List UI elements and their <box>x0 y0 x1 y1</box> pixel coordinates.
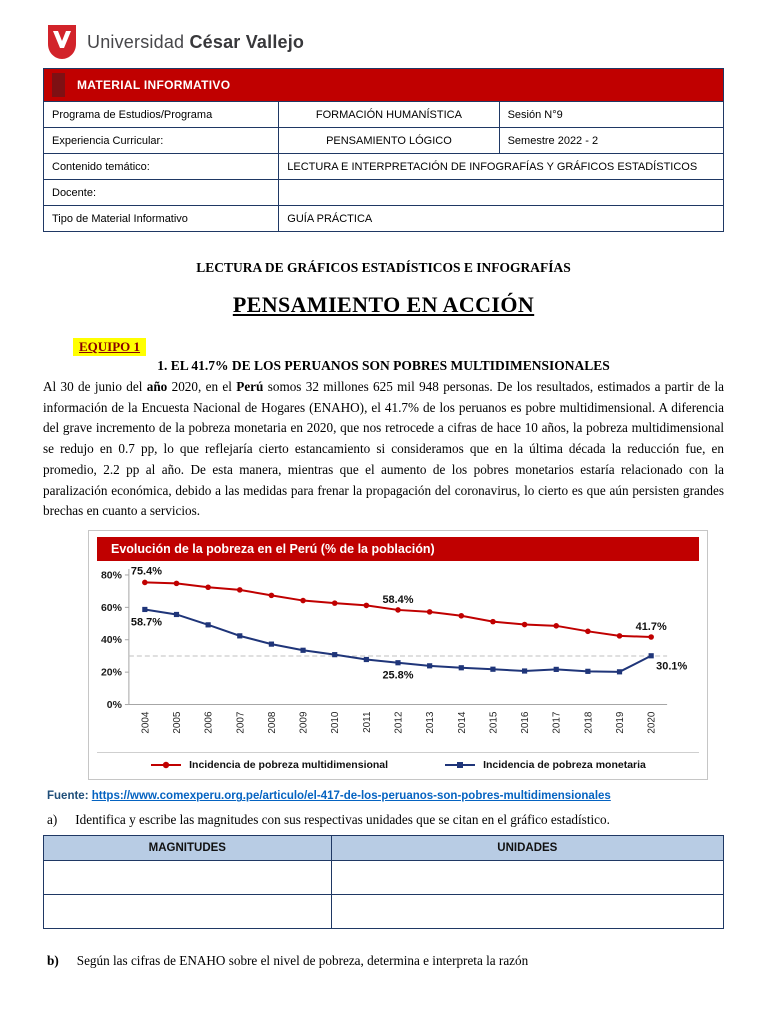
svg-text:75.4%: 75.4% <box>131 565 162 577</box>
legend-label: Incidencia de pobreza multidimensional <box>189 759 389 772</box>
intro-paragraph: Al 30 de junio del año 2020, en el Perú … <box>43 379 725 519</box>
svg-text:80%: 80% <box>101 570 123 581</box>
svg-text:2008: 2008 <box>267 711 278 734</box>
question-a-marker: a) <box>47 812 58 828</box>
svg-text:2006: 2006 <box>204 711 215 734</box>
svg-text:0%: 0% <box>107 700 123 711</box>
svg-text:41.7%: 41.7% <box>636 621 667 633</box>
chart-title: Evolución de la pobreza en el Perú (% de… <box>97 537 699 562</box>
info-table-cell: Sesión N°9 <box>498 101 725 128</box>
info-table-row: Tipo de Material Informativo GUÍA PRÁCTIC… <box>42 205 724 232</box>
svg-text:2010: 2010 <box>330 711 341 734</box>
svg-text:2012: 2012 <box>393 711 404 734</box>
svg-text:2016: 2016 <box>520 711 531 734</box>
svg-text:2004: 2004 <box>140 711 151 734</box>
answer-table-cell <box>43 894 332 930</box>
university-logo: Universidad César Vallejo <box>47 24 304 60</box>
source-label: Fuente: <box>47 790 89 803</box>
poverty-chart-plot: 0% 20% 40% 60% 80% 2004 2005 2006 2007 2008 2009 20… <box>101 565 687 734</box>
info-table-cell: GUÍA PRÁCTICA <box>278 205 724 232</box>
svg-text:30.1%: 30.1% <box>656 661 687 673</box>
info-table-cell: FORMACIÓN HUMANÍSTICA <box>278 101 500 128</box>
info-table-row: Contenido temático: LECTURA E INTERPRETAC… <box>42 153 724 180</box>
document-subtitle: LECTURA DE GRÁFICOS ESTADÍSTICOS E INFOG… <box>196 260 571 275</box>
info-table-cell: PENSAMIENTO LÓGICO <box>278 127 500 154</box>
ucv-shield-icon <box>48 25 76 59</box>
team-badge: EQUIPO 1 <box>73 338 147 356</box>
info-table-cell: Programa de Estudios/Programa <box>42 101 280 128</box>
svg-text:60%: 60% <box>101 603 123 614</box>
question-b-text: Según las cifras de ENAHO sobre el nivel… <box>76 953 529 969</box>
answer-table-cell <box>330 860 725 896</box>
svg-text:58.4%: 58.4% <box>382 594 413 606</box>
svg-text:2018: 2018 <box>583 711 594 734</box>
svg-text:58.7%: 58.7% <box>131 616 162 628</box>
answer-table-row <box>43 860 725 896</box>
legend-item: Incidencia de pobreza monetaria <box>444 759 646 771</box>
question-a-text: Identifica y escribe las magnitudes con … <box>75 812 610 828</box>
svg-text:2017: 2017 <box>552 711 563 734</box>
svg-text:2005: 2005 <box>172 711 183 734</box>
info-table-header-cell: MATERIAL INFORMATIVO <box>43 68 724 102</box>
material-info-table: MATERIAL INFORMATIVO Programa de Estudio… <box>42 68 725 232</box>
answer-table-header: UNIDADES <box>330 835 725 862</box>
question-b: b) Según las cifras de ENAHO sobre el ni… <box>43 953 724 969</box>
legend-circle-marker-icon <box>151 762 182 769</box>
university-name: Universidad César Vallejo <box>87 32 304 53</box>
info-table-cell: Semestre 2022 - 2 <box>498 127 725 154</box>
info-table-cell: Docente: <box>42 179 280 206</box>
source-line: Fuente: https://www.comexperu.org.pe/art… <box>43 790 724 802</box>
svg-text:2013: 2013 <box>425 711 436 734</box>
svg-text:2007: 2007 <box>235 711 246 734</box>
svg-text:2014: 2014 <box>457 711 468 734</box>
info-table-cell: Experiencia Curricular: <box>42 127 280 154</box>
university-name-bold: César Vallejo <box>189 31 305 52</box>
question-b-marker: b) <box>47 953 59 969</box>
svg-text:20%: 20% <box>101 668 123 679</box>
info-table-row: Experiencia Curricular: PENSAMIENTO LÓGIC… <box>42 127 725 154</box>
svg-text:2019: 2019 <box>615 711 626 734</box>
info-table-header-row: MATERIAL INFORMATIVO <box>43 68 724 102</box>
source-link[interactable]: https://www.comexperu.org.pe/articulo/el… <box>91 790 611 803</box>
header-accent-block <box>52 73 65 97</box>
info-table-title: MATERIAL INFORMATIVO <box>77 78 231 92</box>
info-table-cell: Contenido temático: <box>42 153 280 180</box>
svg-text:40%: 40% <box>101 635 123 646</box>
poverty-chart: Evolución de la pobreza en el Perú (% de… <box>88 530 708 781</box>
info-table-row: Docente: <box>42 179 724 206</box>
answer-table-body <box>43 860 725 930</box>
answer-table-row <box>43 894 725 930</box>
svg-text:25.8%: 25.8% <box>382 670 413 682</box>
answer-table-header: MAGNITUDES <box>43 835 332 862</box>
chart-legend: Incidencia de pobreza multidimensional In… <box>97 752 699 779</box>
svg-text:2015: 2015 <box>488 711 499 734</box>
document-content: MATERIAL INFORMATIVO Programa de Estudio… <box>42 68 725 969</box>
section-title: 1. EL 41.7% DE LOS PERUANOS SON POBRES M… <box>157 358 610 373</box>
answer-table-cell <box>330 894 725 930</box>
svg-text:2009: 2009 <box>299 711 310 734</box>
info-table-cell: Tipo de Material Informativo <box>42 205 280 232</box>
answer-table: MAGNITUDES UNIDADES <box>43 835 725 930</box>
university-name-regular: Universidad <box>87 31 185 52</box>
svg-text:2011: 2011 <box>362 711 373 733</box>
info-table-cell <box>278 179 724 206</box>
legend-item: Incidencia de pobreza multidimensional <box>150 759 388 771</box>
svg-text:2020: 2020 <box>647 711 658 734</box>
answer-table-head-row: MAGNITUDES UNIDADES <box>43 835 725 862</box>
answer-table-cell <box>43 860 332 896</box>
page-title: PENSAMIENTO EN ACCIÓN <box>232 292 535 317</box>
legend-square-marker-icon <box>445 762 476 769</box>
info-table-body: MATERIAL INFORMATIVO Programa de Estudio… <box>42 68 725 232</box>
info-table-cell: LECTURA E INTERPRETACIÓN DE INFOGRAFÍAS … <box>278 153 724 180</box>
question-a: a) Identifica y escribe las magnitudes c… <box>43 812 724 828</box>
info-table-row: Programa de Estudios/Programa FORMACIÓN H… <box>42 101 725 128</box>
legend-label: Incidencia de pobreza monetaria <box>483 759 646 772</box>
